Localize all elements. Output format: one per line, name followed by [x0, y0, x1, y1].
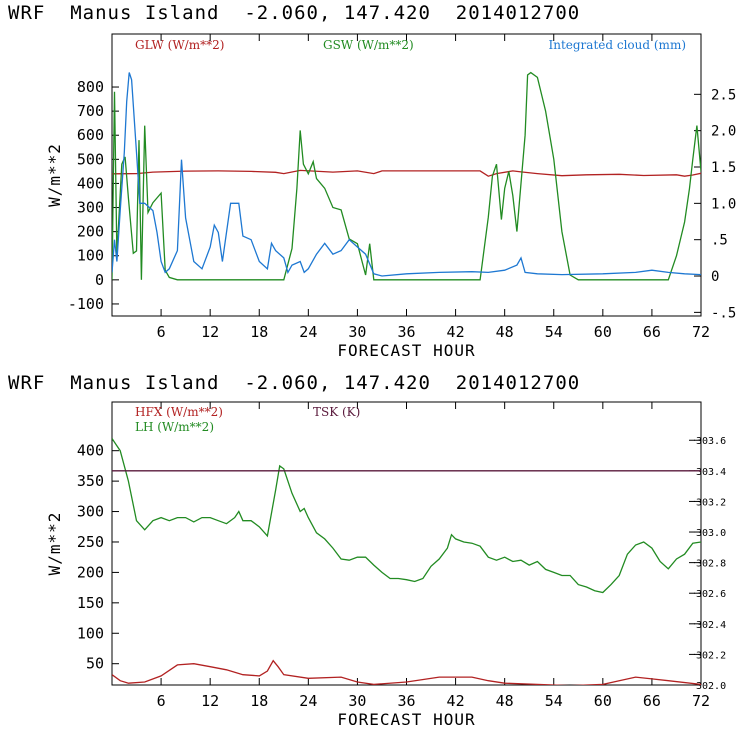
- y-tick-label: 50: [86, 655, 104, 673]
- x-tick-label: 12: [201, 323, 219, 341]
- y2-tick-label: 1.0: [711, 196, 736, 212]
- y2-tick-label: 1.5: [711, 160, 736, 176]
- y-tick-label: 250: [77, 533, 104, 551]
- x-tick-label: 48: [496, 692, 514, 710]
- x-tick-label: 18: [250, 323, 268, 341]
- x-tick-label: 66: [643, 323, 661, 341]
- y2-tick-label: -.5: [711, 305, 736, 321]
- y-tick-label: 0: [95, 271, 104, 289]
- series-line: [112, 71, 701, 281]
- y2-tick-label: .5: [711, 233, 728, 249]
- y2-tick-label: 2.0: [711, 124, 736, 140]
- x-tick-label: 36: [397, 323, 415, 341]
- x-tick-label: 12: [201, 692, 219, 710]
- x-tick-label: 60: [594, 323, 612, 341]
- x-tick-label: 42: [447, 692, 465, 710]
- y-tick-label: 100: [77, 624, 104, 642]
- y2-tick-label: 302.0: [696, 681, 726, 692]
- y2-tick-label: 303.2: [696, 497, 726, 508]
- x-tick-label: 54: [545, 692, 563, 710]
- y-axis-label: W/m**2: [45, 143, 64, 207]
- legend-entry: GSW (W/m**2): [323, 38, 414, 52]
- y-tick-label: 800: [77, 78, 104, 96]
- y-tick-label: 600: [77, 126, 104, 144]
- y-tick-label: 350: [77, 472, 104, 490]
- legend-entry: HFX (W/m**2): [135, 405, 223, 419]
- y2-tick-label: 303.6: [696, 436, 726, 447]
- y-tick-label: 400: [77, 442, 104, 460]
- x-axis-label: FORECAST HOUR: [337, 341, 475, 360]
- y2-tick-label: 303.0: [696, 528, 726, 539]
- x-axis-label: FORECAST HOUR: [337, 710, 475, 729]
- x-tick-label: 48: [496, 323, 514, 341]
- y2-tick-label: 0: [711, 269, 719, 285]
- x-tick-label: 60: [594, 692, 612, 710]
- y-tick-label: 150: [77, 594, 104, 612]
- legend-entry: Integrated cloud (mm): [548, 38, 686, 52]
- y-tick-label: 300: [77, 503, 104, 521]
- y-tick-label: 400: [77, 174, 104, 192]
- x-tick-label: 24: [299, 692, 317, 710]
- series-line: [112, 72, 701, 277]
- legend-entry: TSK (K): [313, 405, 360, 419]
- series-line: [112, 169, 701, 177]
- chart-title-bottom: WRF Manus Island -2.060, 147.420 2014012…: [8, 372, 581, 394]
- y2-tick-label: 303.4: [696, 467, 726, 478]
- x-tick-label: 72: [692, 323, 710, 341]
- x-tick-label: 42: [447, 323, 465, 341]
- y-tick-label: 200: [77, 563, 104, 581]
- radiation-cloud-chart: 6 12 18 24 30 36 42 48 54 60 66 72 -100 0 100 200 300 400…: [45, 33, 736, 360]
- y2-tick-label: 302.2: [696, 650, 726, 661]
- y-tick-label: 300: [77, 199, 104, 217]
- x-tick-label: 18: [250, 692, 268, 710]
- series-line: [112, 438, 701, 594]
- y-axis-label: W/m**2: [45, 512, 64, 576]
- y2-tick-label: 302.6: [696, 589, 726, 600]
- series-line: [112, 659, 701, 685]
- plot-frame: [111, 401, 702, 686]
- x-tick-label: 30: [348, 692, 366, 710]
- x-tick-label: 36: [397, 692, 415, 710]
- x-tick-label: 24: [299, 323, 317, 341]
- x-tick-label: 30: [348, 323, 366, 341]
- y-tick-label: 100: [77, 247, 104, 265]
- flux-temperature-chart: 6 12 18 24 30 36 42 48 54 60 66 72 50 100 150 200 250 300…: [45, 401, 726, 729]
- x-tick-label: 66: [643, 692, 661, 710]
- chart-title-top: WRF Manus Island -2.060, 147.420 2014012…: [8, 2, 581, 24]
- y2-tick-label: 302.4: [696, 620, 726, 631]
- y-tick-label: 500: [77, 150, 104, 168]
- legend-entry: LH (W/m**2): [135, 420, 214, 434]
- x-tick-label: 54: [545, 323, 563, 341]
- x-tick-label: 72: [692, 692, 710, 710]
- legend-entry: GLW (W/m**2): [135, 38, 224, 52]
- y-tick-label: -100: [68, 295, 104, 313]
- y2-tick-label: 302.8: [696, 559, 726, 570]
- y2-tick-label: 2.5: [711, 87, 736, 103]
- y-tick-label: 700: [77, 102, 104, 120]
- x-tick-label: 6: [157, 692, 166, 710]
- y-tick-label: 200: [77, 223, 104, 241]
- x-tick-label: 6: [157, 323, 166, 341]
